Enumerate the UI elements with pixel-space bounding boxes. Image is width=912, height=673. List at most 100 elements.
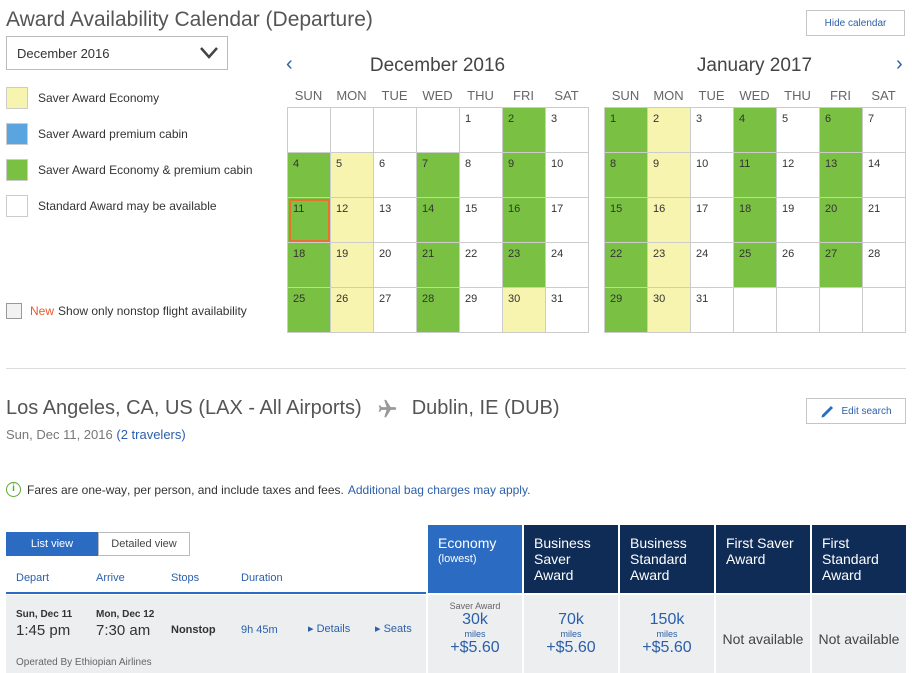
column-depart[interactable]: Depart	[16, 572, 50, 584]
calendar-day[interactable]: 4	[288, 153, 331, 198]
details-link[interactable]: ▸ Details	[308, 623, 351, 635]
calendar-day[interactable]: 19	[331, 243, 374, 288]
calendar-empty-cell	[417, 108, 460, 153]
calendar-day[interactable]: 23	[648, 243, 691, 288]
calendar-day[interactable]: 15	[460, 198, 503, 243]
calendar-day[interactable]: 20	[374, 243, 417, 288]
calendar-day[interactable]: 13	[820, 153, 863, 198]
calendar-day[interactable]: 10	[691, 153, 734, 198]
fare-tax: +$5.60	[450, 639, 500, 656]
calendar-day[interactable]: 31	[691, 288, 734, 333]
calendar-day[interactable]: 17	[691, 198, 734, 243]
calendar-day[interactable]: 28	[417, 288, 460, 333]
calendar-day[interactable]: 18	[288, 243, 331, 288]
calendar-day[interactable]: 30	[648, 288, 691, 333]
cabin-header-business-standard[interactable]: Business Standard Award	[620, 525, 714, 593]
calendar-day[interactable]: 21	[863, 198, 906, 243]
calendar-day[interactable]: 25	[288, 288, 331, 333]
calendar-day[interactable]: 1	[605, 108, 648, 153]
cabin-header-line: Business	[630, 535, 687, 551]
cabin-header-business-saver[interactable]: Business Saver Award	[524, 525, 618, 593]
fare-economy[interactable]: Saver Award 30k miles +$5.60	[428, 595, 522, 673]
calendar-day[interactable]: 26	[777, 243, 820, 288]
calendar-day[interactable]: 6	[820, 108, 863, 153]
calendar-day[interactable]: 7	[863, 108, 906, 153]
calendar-day[interactable]: 6	[374, 153, 417, 198]
calendar-day[interactable]: 2	[648, 108, 691, 153]
nonstop-filter[interactable]: New Show only nonstop flight availabilit…	[6, 303, 247, 319]
calendar-day[interactable]: 15	[605, 198, 648, 243]
legend-swatch	[6, 123, 28, 145]
calendar-day[interactable]: 8	[605, 153, 648, 198]
calendar-day[interactable]: 23	[503, 243, 546, 288]
calendar-day[interactable]: 28	[863, 243, 906, 288]
next-month-icon[interactable]: ›	[896, 53, 903, 75]
nonstop-checkbox[interactable]	[6, 303, 22, 319]
cabin-header-economy[interactable]: Economy (lowest)	[428, 525, 522, 593]
calendar-day[interactable]: 9	[503, 153, 546, 198]
cabin-header-line: Standard	[822, 551, 879, 567]
calendar-day[interactable]: 4	[734, 108, 777, 153]
calendar-day[interactable]: 26	[331, 288, 374, 333]
edit-search-button[interactable]: Edit search	[806, 398, 906, 424]
calendar-day[interactable]: 10	[546, 153, 589, 198]
arrive-time: 7:30 am	[96, 622, 151, 639]
calendar-day[interactable]: 8	[460, 153, 503, 198]
column-arrive[interactable]: Arrive	[96, 572, 125, 584]
hide-calendar-button[interactable]: Hide calendar	[806, 10, 905, 36]
calendar-day[interactable]: 11	[288, 198, 331, 243]
travelers-link[interactable]: (2 travelers)	[116, 427, 186, 442]
calendar-day[interactable]: 30	[503, 288, 546, 333]
cabin-header-line: Award	[630, 567, 670, 583]
bag-charges-link[interactable]: Additional bag charges may apply.	[347, 482, 531, 497]
fare-note-rest: , per person, and include taxes and fees…	[127, 482, 344, 497]
calendar-day[interactable]: 29	[460, 288, 503, 333]
weekday-label: THU	[784, 88, 811, 103]
calendar-day[interactable]: 16	[648, 198, 691, 243]
calendar-day[interactable]: 24	[691, 243, 734, 288]
column-stops[interactable]: Stops	[171, 572, 200, 584]
calendar-day[interactable]: 18	[734, 198, 777, 243]
calendar-day[interactable]: 29	[605, 288, 648, 333]
calendar-day[interactable]: 9	[648, 153, 691, 198]
calendar-day[interactable]: 24	[546, 243, 589, 288]
calendar-day[interactable]: 11	[734, 153, 777, 198]
calendar-day[interactable]: 3	[691, 108, 734, 153]
fare-type-label	[620, 601, 714, 611]
fare-business-standard[interactable]: 150k miles +$5.60	[620, 595, 714, 673]
seats-link[interactable]: ▸ Seats	[375, 623, 412, 635]
calendar-day[interactable]: 27	[374, 288, 417, 333]
fare-miles-unit: miles	[656, 629, 678, 639]
prev-month-icon[interactable]: ‹	[286, 53, 293, 75]
calendar-day[interactable]: 19	[777, 198, 820, 243]
calendar-day[interactable]: 1	[460, 108, 503, 153]
fare-business-saver[interactable]: 70k miles +$5.60	[524, 595, 618, 673]
calendar-day[interactable]: 20	[820, 198, 863, 243]
calendar-day[interactable]: 12	[331, 198, 374, 243]
legend-swatch	[6, 87, 28, 109]
list-view-button[interactable]: List view	[6, 532, 98, 556]
calendar-day[interactable]: 31	[546, 288, 589, 333]
column-duration[interactable]: Duration	[241, 572, 283, 584]
cabin-header-first-saver[interactable]: First Saver Award	[716, 525, 810, 593]
calendar-day[interactable]: 17	[546, 198, 589, 243]
calendar-day[interactable]: 12	[777, 153, 820, 198]
cabin-header-first-standard[interactable]: First Standard Award	[812, 525, 906, 593]
calendar-day[interactable]: 2	[503, 108, 546, 153]
calendar-day[interactable]: 14	[417, 198, 460, 243]
weekday-label: SUN	[611, 88, 640, 103]
calendar-day[interactable]: 14	[863, 153, 906, 198]
calendar-day[interactable]: 13	[374, 198, 417, 243]
calendar-day[interactable]: 22	[460, 243, 503, 288]
calendar-day[interactable]: 5	[777, 108, 820, 153]
calendar-day[interactable]: 21	[417, 243, 460, 288]
calendar-day[interactable]: 27	[820, 243, 863, 288]
calendar-day[interactable]: 16	[503, 198, 546, 243]
month-select[interactable]: December 2016	[6, 36, 228, 70]
calendar-day[interactable]: 7	[417, 153, 460, 198]
calendar-day[interactable]: 25	[734, 243, 777, 288]
calendar-day[interactable]: 22	[605, 243, 648, 288]
calendar-day[interactable]: 5	[331, 153, 374, 198]
detailed-view-button[interactable]: Detailed view	[98, 532, 190, 556]
calendar-day[interactable]: 3	[546, 108, 589, 153]
